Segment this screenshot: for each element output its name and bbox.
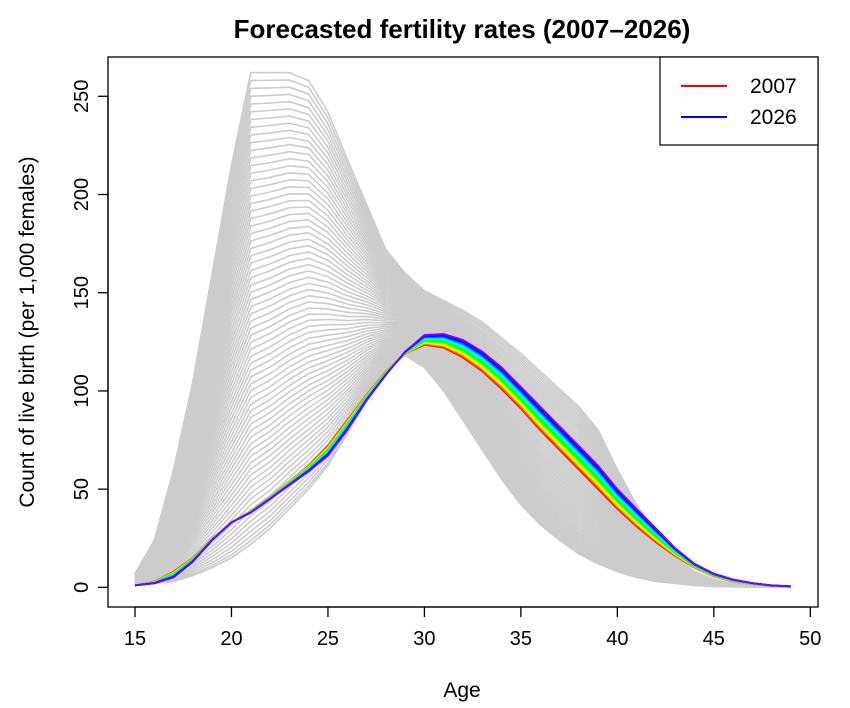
x-tick-label: 20 — [220, 628, 242, 650]
x-axis-label: Age — [443, 679, 480, 702]
y-tick-label: 50 — [71, 478, 93, 500]
x-tick-label: 45 — [703, 628, 725, 650]
legend-label-2026: 2026 — [750, 106, 797, 129]
historical-curve — [134, 71, 792, 588]
legend: 2007 2026 — [659, 56, 819, 146]
plot-area — [134, 71, 792, 589]
legend-box — [659, 56, 819, 146]
y-tick-label: 200 — [71, 178, 93, 211]
x-tick-label: 25 — [317, 628, 339, 650]
y-axis-label: Count of live birth (per 1,000 females) — [16, 156, 39, 507]
y-tick-label: 100 — [71, 374, 93, 407]
y-tick-label: 0 — [71, 582, 93, 593]
x-tick-label: 30 — [413, 628, 435, 650]
x-tick-label: 15 — [124, 628, 146, 650]
y-tick-label: 250 — [71, 80, 93, 113]
y-tick-label: 150 — [71, 276, 93, 309]
x-axis: 15 20 25 30 35 40 45 50 — [124, 606, 821, 650]
x-tick-label: 35 — [510, 628, 532, 650]
x-tick-label: 40 — [606, 628, 628, 650]
y-axis: 0 50 100 150 200 250 — [71, 80, 109, 593]
chart-title: Forecasted fertility rates (2007–2026) — [234, 14, 691, 44]
x-tick-label: 50 — [799, 628, 821, 650]
plot-frame — [107, 56, 819, 608]
legend-label-2007: 2007 — [750, 75, 797, 98]
forecast-curve-2026 — [134, 333, 792, 588]
